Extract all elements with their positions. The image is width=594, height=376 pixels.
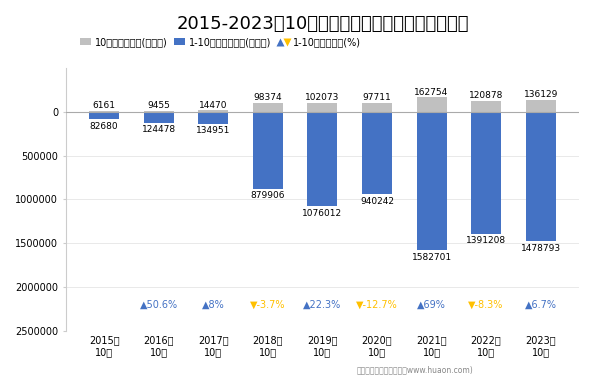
Text: 9455: 9455 [147, 101, 170, 110]
Text: 940242: 940242 [360, 197, 394, 206]
Text: 97711: 97711 [362, 93, 391, 102]
Text: 136129: 136129 [523, 90, 558, 99]
Text: ▼-8.3%: ▼-8.3% [469, 300, 504, 309]
Text: 1582701: 1582701 [412, 253, 451, 262]
Bar [526, 100, 555, 112]
Text: 1478793: 1478793 [520, 244, 561, 253]
Bar [198, 112, 228, 124]
Bar [362, 103, 392, 112]
Text: 120878: 120878 [469, 91, 503, 100]
Text: ▼-12.7%: ▼-12.7% [356, 300, 398, 309]
Text: 1391208: 1391208 [466, 236, 506, 245]
Bar [526, 112, 555, 241]
Text: 879906: 879906 [251, 191, 285, 200]
Bar [416, 112, 447, 250]
Text: 162754: 162754 [415, 88, 448, 97]
Text: 124478: 124478 [141, 125, 176, 134]
Bar [362, 112, 392, 194]
Text: 1076012: 1076012 [302, 209, 343, 218]
Text: 6161: 6161 [93, 101, 116, 110]
Text: 102073: 102073 [305, 93, 340, 102]
Text: 82680: 82680 [90, 121, 118, 130]
Bar [471, 101, 501, 112]
Title: 2015-2023年10月青岛前湾综合保税区进出口总额: 2015-2023年10月青岛前湾综合保税区进出口总额 [176, 15, 469, 33]
Bar [307, 112, 337, 206]
Bar [253, 103, 283, 112]
Bar [89, 111, 119, 112]
Text: ▲50.6%: ▲50.6% [140, 300, 178, 309]
Text: ▲22.3%: ▲22.3% [304, 300, 342, 309]
Text: ▼-3.7%: ▼-3.7% [250, 300, 286, 309]
Bar [416, 97, 447, 112]
Legend: 10月进出口总额(万美元), 1-10月进出口总额(万美元), 1-10月同比增速(%): 10月进出口总额(万美元), 1-10月进出口总额(万美元), 1-10月同比增… [76, 33, 365, 51]
Bar [253, 112, 283, 189]
Text: ▲6.7%: ▲6.7% [525, 300, 557, 309]
Text: 14470: 14470 [199, 100, 228, 109]
Text: 制图：华经产业研究院（www.huaon.com): 制图：华经产业研究院（www.huaon.com) [356, 365, 473, 374]
Bar [89, 112, 119, 119]
Bar [198, 111, 228, 112]
Bar [307, 103, 337, 112]
Text: ▲69%: ▲69% [417, 300, 446, 309]
Text: 98374: 98374 [254, 93, 282, 102]
Bar [144, 112, 173, 123]
Text: ▲8%: ▲8% [202, 300, 225, 309]
Text: 134951: 134951 [196, 126, 230, 135]
Bar [471, 112, 501, 233]
Bar [144, 111, 173, 112]
